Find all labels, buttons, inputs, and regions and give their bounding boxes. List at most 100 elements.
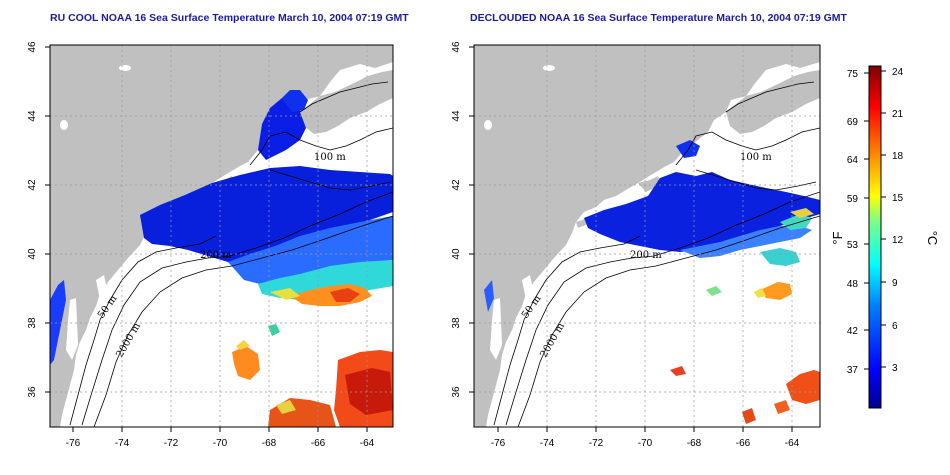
colorbar: 24 21 18 15 12 9 6 3 75 69 64 59 53 48 4… bbox=[830, 65, 940, 409]
panel1-sst-warm-core bbox=[330, 288, 360, 302]
colorbar-celsius-ticks bbox=[881, 70, 886, 368]
panel2-sst-yellow-edge bbox=[790, 208, 814, 218]
panel1-ytick: 36 bbox=[27, 386, 38, 398]
panel2-sst-shelf-edge bbox=[680, 226, 812, 258]
colorbar-fahrenheit-tick: 53 bbox=[847, 240, 859, 251]
panel1-sst-yellow bbox=[270, 288, 300, 300]
colorbar-celsius-tick: 15 bbox=[892, 193, 904, 204]
panel2-sst-maine-gulf bbox=[676, 140, 700, 158]
colorbar-gradient bbox=[868, 65, 882, 409]
colorbar-celsius-tick: 9 bbox=[892, 278, 898, 289]
panel1-contour-200m bbox=[81, 191, 393, 426]
panel2-lake bbox=[543, 65, 555, 71]
panel1-xtick: -74 bbox=[115, 438, 130, 449]
panel2-ytick: 46 bbox=[451, 41, 462, 53]
panel1-chesapeake-bay bbox=[66, 298, 78, 360]
panel1-sst-mid-patch-edge bbox=[236, 340, 250, 350]
panel2-sst-warm-yellow bbox=[754, 288, 766, 298]
panel2-sst-shelf-cold bbox=[584, 172, 820, 252]
colorbar-celsius-tick: 6 bbox=[892, 321, 898, 332]
panel2-contour-banks bbox=[695, 169, 817, 191]
panel2-label-200m: 200 m bbox=[630, 250, 662, 261]
colorbar-fahrenheit-tick: 75 bbox=[847, 69, 859, 80]
panel1-ytick: 42 bbox=[27, 179, 38, 191]
panel2-sst-small-red bbox=[670, 366, 686, 376]
panel1-sst-coastal-cold bbox=[50, 280, 66, 365]
panel1-sst-small-patch bbox=[268, 324, 280, 336]
panel2-xtick: -64 bbox=[785, 438, 800, 449]
panel1-sst-shelf-cold bbox=[140, 166, 393, 262]
panel1-map: 100 m 200 m 50 m 2000 m -76 -74 -72 -70 … bbox=[27, 41, 394, 449]
panel2-xtick: -68 bbox=[687, 438, 702, 449]
panel2-sst-gulfstream-small bbox=[774, 400, 790, 414]
panel1-label-200m: 200 m bbox=[200, 250, 232, 261]
panel2-label-100m: 100 m bbox=[740, 152, 772, 163]
panel1-ytick: 46 bbox=[27, 41, 38, 53]
colorbar-fahrenheit-tick: 64 bbox=[847, 155, 859, 166]
colorbar-celsius-tick: 12 bbox=[892, 235, 904, 246]
colorbar-celsius-tick: 18 bbox=[892, 151, 904, 162]
panel2-sst-warm-eddy bbox=[760, 282, 792, 300]
panel1-xtick: -72 bbox=[164, 438, 179, 449]
panel1-label-100m: 100 m bbox=[314, 152, 346, 163]
colorbar-fahrenheit-tick: 42 bbox=[847, 326, 859, 337]
colorbar-fahrenheit-ticks bbox=[864, 72, 869, 370]
panel2-xtick: -72 bbox=[589, 438, 604, 449]
panel1-xtick: -64 bbox=[360, 438, 375, 449]
colorbar-celsius-tick: 3 bbox=[892, 363, 898, 374]
panel1-contour-2000m bbox=[93, 215, 393, 427]
panel2-ytick: 36 bbox=[451, 386, 462, 398]
panel1-xtick: -70 bbox=[213, 438, 228, 449]
panel2-sst-gulfstream bbox=[786, 370, 820, 404]
panel1-sst-gulfstream-core bbox=[345, 368, 393, 415]
colorbar-fahrenheit-tick: 69 bbox=[847, 117, 859, 128]
panel2-map: 100 m 200 m 50 m 2000 m -76 -74 -72 -70 … bbox=[451, 41, 821, 449]
panel2-cape-cod bbox=[638, 176, 662, 192]
panel1-lake bbox=[60, 120, 68, 130]
panel1-sst-mid-patch bbox=[232, 346, 260, 380]
panel1-contour-100m bbox=[249, 127, 393, 166]
panel1-frame bbox=[49, 44, 394, 428]
panel1-ytick: 40 bbox=[27, 248, 38, 260]
panel2-xtick: -66 bbox=[736, 438, 751, 449]
panel1-xtick-marks bbox=[72, 427, 368, 432]
panel1-lake bbox=[119, 65, 131, 71]
panel2-grid bbox=[474, 45, 820, 427]
panel1-ytick: 44 bbox=[27, 110, 38, 122]
panel1-delaware-bay bbox=[96, 275, 108, 300]
colorbar-celsius-tick: 21 bbox=[892, 109, 904, 120]
colorbar-celsius-label: °C bbox=[925, 231, 940, 246]
colorbar-fahrenheit-tick: 59 bbox=[847, 194, 859, 205]
panel2-ytick: 44 bbox=[451, 110, 462, 122]
panel2-sst-cyan-band bbox=[760, 248, 800, 266]
panel2-xtick: -70 bbox=[638, 438, 653, 449]
panel2-ytick: 42 bbox=[451, 179, 462, 191]
panel2-ytick-marks bbox=[469, 46, 474, 393]
panel2-delaware-bay bbox=[522, 275, 534, 300]
panel1-sst-maine-north bbox=[282, 90, 308, 112]
panel2-contour-200m bbox=[505, 191, 820, 426]
panel2-ytick: 38 bbox=[451, 317, 462, 329]
panel1-nova-scotia bbox=[300, 70, 393, 134]
panel2-contour-2000m bbox=[517, 215, 820, 427]
panel2-ytick: 40 bbox=[451, 248, 462, 260]
panel1-contour-shelf bbox=[299, 81, 389, 113]
colorbar-fahrenheit-label: °F bbox=[830, 231, 845, 244]
panel1-ytick-marks bbox=[45, 46, 50, 393]
panel2-sst-small-green bbox=[706, 286, 722, 296]
panel1-contour-50m bbox=[69, 235, 217, 426]
panel1-xtick: -66 bbox=[311, 438, 326, 449]
panel1-contour-banks bbox=[269, 169, 391, 191]
panel2-xtick: -76 bbox=[491, 438, 506, 449]
colorbar-fahrenheit-tick: 48 bbox=[847, 279, 859, 290]
panel2-contour-50m bbox=[493, 235, 641, 426]
panel2-xtick: -74 bbox=[540, 438, 555, 449]
panel1-xtick: -68 bbox=[262, 438, 277, 449]
panel2-frame bbox=[473, 44, 821, 428]
panel2-contour-100m bbox=[675, 127, 820, 166]
colorbar-fahrenheit-tick: 37 bbox=[847, 365, 859, 376]
panel2-land bbox=[474, 45, 820, 427]
panel2-title: DECLOUDED NOAA 16 Sea Surface Temperatur… bbox=[470, 12, 847, 24]
panel2-xtick-marks bbox=[497, 427, 793, 432]
